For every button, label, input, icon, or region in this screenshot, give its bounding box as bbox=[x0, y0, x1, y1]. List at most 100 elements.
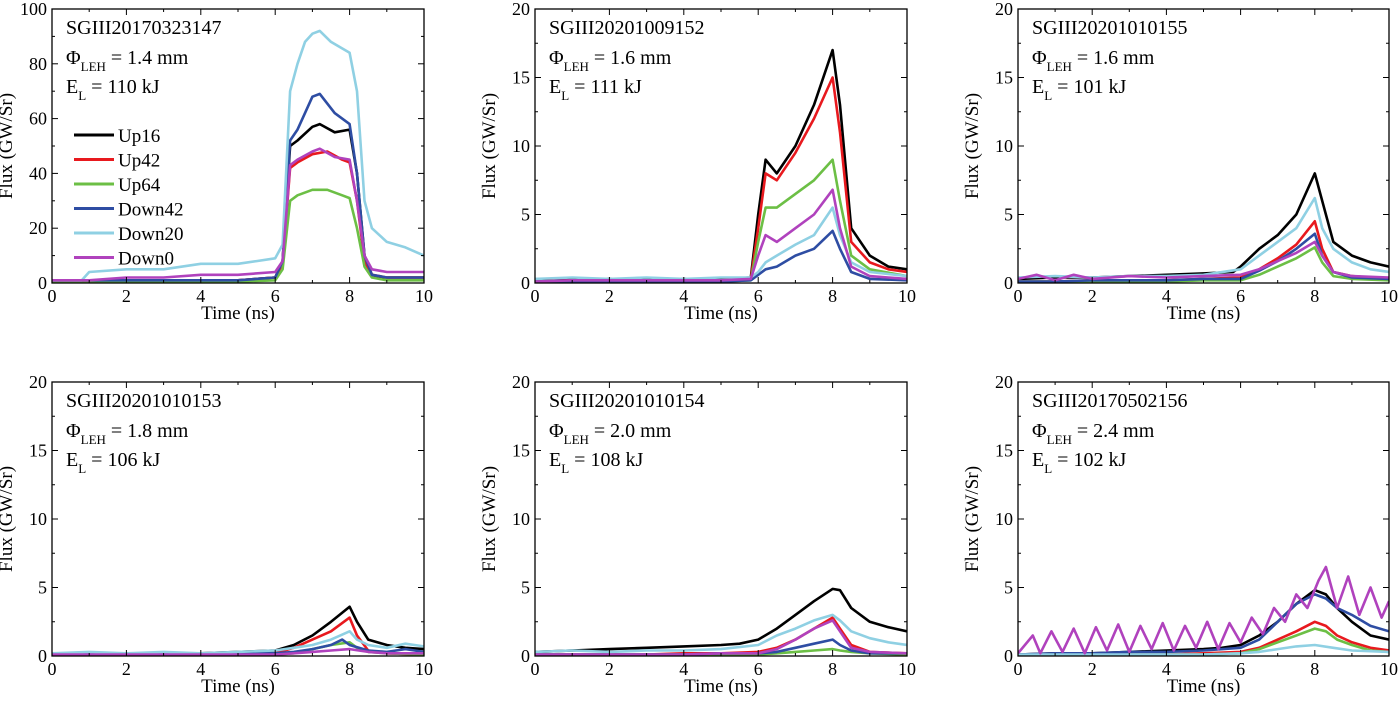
x-tick-label: 6 bbox=[1236, 659, 1245, 679]
y-tick-label: 0 bbox=[521, 273, 530, 293]
energy-subscript: L bbox=[561, 461, 569, 476]
series-group bbox=[1018, 172, 1389, 283]
x-tick-label: 6 bbox=[754, 286, 763, 306]
y-tick-label: 5 bbox=[521, 205, 530, 225]
x-tick-label: 10 bbox=[898, 659, 916, 679]
energy-subscript: L bbox=[1044, 461, 1052, 476]
x-tick-label: 8 bbox=[345, 286, 354, 306]
phi-subscript: LEH bbox=[81, 432, 106, 447]
phi-symbol: Φ bbox=[1032, 47, 1047, 69]
x-tick-label: 0 bbox=[48, 286, 57, 306]
energy-label: EL = 110 kJ bbox=[66, 76, 160, 103]
y-tick-label: 20 bbox=[512, 0, 530, 19]
y-tick-label: 20 bbox=[29, 372, 47, 392]
energy-value: = 106 kJ bbox=[86, 449, 160, 471]
series-line-up16 bbox=[1018, 588, 1389, 656]
x-tick-label: 2 bbox=[605, 286, 614, 306]
phi-value: = 1.4 mm bbox=[106, 47, 189, 69]
energy-label: EL = 102 kJ bbox=[1032, 449, 1126, 476]
phi-symbol: Φ bbox=[66, 47, 81, 69]
y-tick-label: 5 bbox=[1004, 205, 1013, 225]
energy-subscript: L bbox=[561, 88, 569, 103]
y-tick-label: 0 bbox=[1004, 646, 1013, 666]
energy-value: = 110 kJ bbox=[86, 76, 160, 98]
legend-label-up42: Up42 bbox=[118, 151, 160, 172]
energy-value: = 108 kJ bbox=[569, 449, 643, 471]
series-line-down20 bbox=[1018, 643, 1389, 656]
y-tick-label: 10 bbox=[29, 509, 47, 529]
series-line-up64 bbox=[1018, 246, 1389, 283]
shot-label: SGIII20201009152 bbox=[549, 17, 705, 39]
x-tick-label: 10 bbox=[415, 659, 433, 679]
y-tick-label: 5 bbox=[521, 578, 530, 598]
y-axis-label: Flux (GW/Sr) bbox=[479, 93, 500, 199]
series-line-up42 bbox=[52, 616, 424, 656]
x-tick-label: 4 bbox=[679, 659, 688, 679]
panel-6: 0 2 4 6 8 10 0 5 10 15 20 Time (ns) Flux (GW/Sr) SGII… bbox=[962, 372, 1398, 697]
phi-label: ΦLEH = 1.8 mm bbox=[66, 420, 189, 447]
x-tick-label: 6 bbox=[1236, 286, 1245, 306]
energy-label: EL = 111 kJ bbox=[549, 76, 642, 103]
phi-symbol: Φ bbox=[1032, 420, 1047, 442]
x-tick-label: 2 bbox=[122, 286, 131, 306]
y-tick-label: 0 bbox=[38, 646, 47, 666]
shot-label: SGIII20201010154 bbox=[549, 390, 705, 412]
phi-subscript: LEH bbox=[1047, 59, 1072, 74]
series-line-down42 bbox=[1018, 593, 1389, 656]
x-axis-label: Time (ns) bbox=[1167, 676, 1241, 697]
x-tick-label: 0 bbox=[1014, 286, 1023, 306]
y-tick-label: 60 bbox=[29, 109, 47, 129]
y-axis-label: Flux (GW/Sr) bbox=[0, 466, 17, 572]
energy-subscript: L bbox=[78, 88, 86, 103]
panel-5: 0 2 4 6 8 10 0 5 10 15 20 Time (ns) Flux (GW/Sr) SGII… bbox=[479, 372, 916, 697]
energy-symbol: E bbox=[549, 449, 561, 471]
phi-subscript: LEH bbox=[564, 59, 589, 74]
x-tick-label: 0 bbox=[531, 659, 540, 679]
series-line-down42 bbox=[52, 92, 424, 282]
panel-4: 0 2 4 6 8 10 0 5 10 15 20 Time (ns) Flux (GW/Sr) SGII… bbox=[0, 372, 433, 697]
x-tick-label: 0 bbox=[48, 659, 57, 679]
y-tick-label: 100 bbox=[20, 0, 47, 19]
x-tick-label: 6 bbox=[271, 659, 280, 679]
phi-symbol: Φ bbox=[549, 47, 564, 69]
y-tick-label: 80 bbox=[29, 54, 47, 74]
y-axis-label: Flux (GW/Sr) bbox=[962, 466, 983, 572]
phi-label: ΦLEH = 1.4 mm bbox=[66, 47, 189, 74]
legend: Up16 Up42 Up64 Down42 Down20 Down0 bbox=[74, 126, 183, 270]
series-line-down20 bbox=[52, 29, 424, 282]
y-tick-label: 0 bbox=[1004, 273, 1013, 293]
y-tick-label: 10 bbox=[512, 509, 530, 529]
energy-value: = 102 kJ bbox=[1052, 449, 1126, 471]
phi-subscript: LEH bbox=[1047, 432, 1072, 447]
phi-value: = 1.6 mm bbox=[589, 47, 672, 69]
energy-value: = 101 kJ bbox=[1052, 76, 1126, 98]
x-tick-label: 6 bbox=[271, 286, 280, 306]
energy-subscript: L bbox=[1044, 88, 1052, 103]
series-line-up16 bbox=[535, 587, 907, 654]
energy-label: EL = 106 kJ bbox=[66, 449, 160, 476]
series-line-down0 bbox=[1018, 565, 1389, 655]
x-tick-label: 8 bbox=[828, 286, 837, 306]
x-tick-label: 4 bbox=[679, 286, 688, 306]
y-tick-label: 20 bbox=[995, 372, 1013, 392]
x-tick-label: 8 bbox=[828, 659, 837, 679]
energy-subscript: L bbox=[78, 461, 86, 476]
series-line-up16 bbox=[1018, 172, 1389, 281]
legend-label-up64: Up64 bbox=[118, 175, 161, 196]
y-tick-label: 15 bbox=[29, 441, 47, 461]
energy-symbol: E bbox=[66, 76, 78, 98]
x-axis-label: Time (ns) bbox=[201, 303, 275, 324]
x-tick-label: 2 bbox=[605, 659, 614, 679]
x-tick-label: 2 bbox=[1088, 286, 1097, 306]
x-tick-label: 8 bbox=[1310, 286, 1319, 306]
series-line-down0 bbox=[535, 188, 907, 283]
x-axis-label: Time (ns) bbox=[684, 303, 758, 324]
energy-symbol: E bbox=[549, 76, 561, 98]
x-tick-label: 4 bbox=[1162, 286, 1171, 306]
phi-label: ΦLEH = 2.4 mm bbox=[1032, 420, 1155, 447]
energy-label: EL = 101 kJ bbox=[1032, 76, 1126, 103]
phi-value: = 1.8 mm bbox=[106, 420, 189, 442]
phi-subscript: LEH bbox=[564, 432, 589, 447]
